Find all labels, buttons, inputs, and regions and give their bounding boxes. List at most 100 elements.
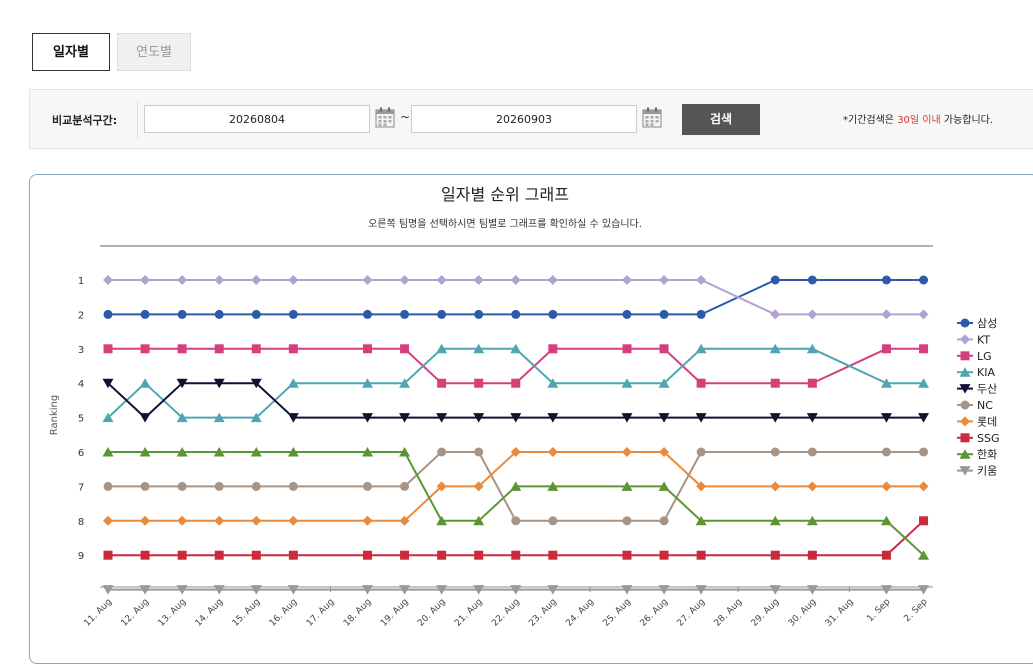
data-point xyxy=(287,378,299,388)
data-point xyxy=(400,481,410,491)
data-point xyxy=(659,447,670,457)
tab-daily[interactable]: 일자별 xyxy=(32,33,110,71)
legend-label: KIA xyxy=(977,366,995,379)
data-point xyxy=(881,344,891,354)
data-point xyxy=(695,585,707,595)
data-point xyxy=(807,481,818,492)
data-point xyxy=(437,550,447,560)
data-point xyxy=(288,481,298,491)
data-point xyxy=(696,309,706,319)
data-point xyxy=(770,378,780,388)
data-point xyxy=(436,343,448,354)
data-point xyxy=(769,413,781,423)
data-point xyxy=(547,481,559,491)
series-line xyxy=(108,451,925,556)
data-point xyxy=(176,412,188,423)
data-point xyxy=(176,447,188,457)
data-point xyxy=(659,550,669,560)
data-point xyxy=(510,447,521,457)
legend-marker xyxy=(960,416,970,427)
data-point xyxy=(621,378,633,388)
data-point xyxy=(213,585,225,595)
data-point xyxy=(399,413,411,423)
x-tick-label: 12. Aug xyxy=(120,597,152,629)
data-point xyxy=(622,309,632,319)
data-point xyxy=(547,378,559,388)
data-point xyxy=(807,378,817,388)
end-date-input[interactable] xyxy=(411,105,637,133)
data-point xyxy=(621,275,632,285)
note-suffix: 가능합니다. xyxy=(940,115,994,126)
x-tick-label: 1. Sep xyxy=(865,597,892,624)
x-tick-label: 18. Aug xyxy=(342,597,374,629)
series-line xyxy=(108,347,924,385)
data-point xyxy=(361,585,373,595)
y-tick-label: 9 xyxy=(78,551,84,562)
data-point xyxy=(473,481,484,492)
x-tick-label: 24. Aug xyxy=(564,597,596,629)
note-highlight: 30일 이내 xyxy=(897,115,941,126)
start-date-input[interactable] xyxy=(144,105,370,133)
data-point xyxy=(474,378,484,388)
x-tick-label: 28. Aug xyxy=(713,597,745,629)
legend-marker xyxy=(959,384,971,394)
data-point xyxy=(250,412,262,423)
date-separator: ~ xyxy=(400,110,411,124)
x-tick-label: 14. Aug xyxy=(194,597,226,629)
legend-marker xyxy=(960,400,970,410)
data-point xyxy=(214,344,224,354)
legend-label: 삼성 xyxy=(977,317,997,330)
data-point xyxy=(622,344,632,354)
data-point xyxy=(400,550,410,560)
data-point xyxy=(400,344,410,354)
data-point xyxy=(510,481,522,491)
series-line xyxy=(107,382,924,419)
data-point xyxy=(102,378,114,389)
data-point xyxy=(696,481,707,492)
legend-label: 두산 xyxy=(977,383,997,396)
search-button[interactable]: 검색 xyxy=(682,104,760,135)
data-point xyxy=(140,481,150,491)
x-tick-label: 20. Aug xyxy=(416,597,448,629)
data-point xyxy=(177,515,188,526)
data-point xyxy=(288,275,299,285)
data-point xyxy=(140,275,151,285)
data-point xyxy=(361,413,373,423)
data-point xyxy=(140,515,151,526)
data-point xyxy=(918,413,930,423)
x-tick-label: 11. Aug xyxy=(82,597,114,629)
data-point xyxy=(177,275,188,285)
data-point xyxy=(474,550,484,560)
legend-marker xyxy=(960,433,970,443)
x-tick-label: 22. Aug xyxy=(490,597,522,629)
x-tick-label: 27. Aug xyxy=(676,597,708,629)
calendar-icon[interactable] xyxy=(375,107,395,128)
data-point xyxy=(102,447,114,457)
data-point xyxy=(176,378,188,389)
y-tick-label: 8 xyxy=(78,517,84,528)
data-point xyxy=(770,481,781,492)
y-axis-label: Ranking xyxy=(49,395,60,435)
x-tick-label: 21. Aug xyxy=(453,597,485,629)
data-point xyxy=(102,585,114,595)
data-point xyxy=(695,515,707,526)
data-point xyxy=(473,343,485,354)
period-note: *기간검색은 30일 이내 가능합니다. xyxy=(843,111,993,126)
data-point xyxy=(695,413,707,423)
data-point xyxy=(510,343,522,354)
chart-subtitle: 오른쪽 팀명을 선택하시면 팀별로 그래프를 확인하실 수 있습니다. xyxy=(368,217,642,230)
filter-bar: 비교분석구간: ~ 검색 *기간검색은 30일 이내 가능합니다. xyxy=(29,89,1033,149)
data-point xyxy=(436,275,447,285)
data-point xyxy=(621,413,633,423)
y-tick-label: 4 xyxy=(78,379,84,390)
data-point xyxy=(287,447,299,457)
data-point xyxy=(918,550,930,560)
tab-yearly[interactable]: 연도별 xyxy=(117,33,191,71)
calendar-icon[interactable] xyxy=(642,107,662,128)
data-point xyxy=(288,309,298,319)
data-point xyxy=(510,413,522,423)
data-point xyxy=(103,515,113,526)
data-point xyxy=(140,550,150,560)
data-point xyxy=(362,550,372,560)
